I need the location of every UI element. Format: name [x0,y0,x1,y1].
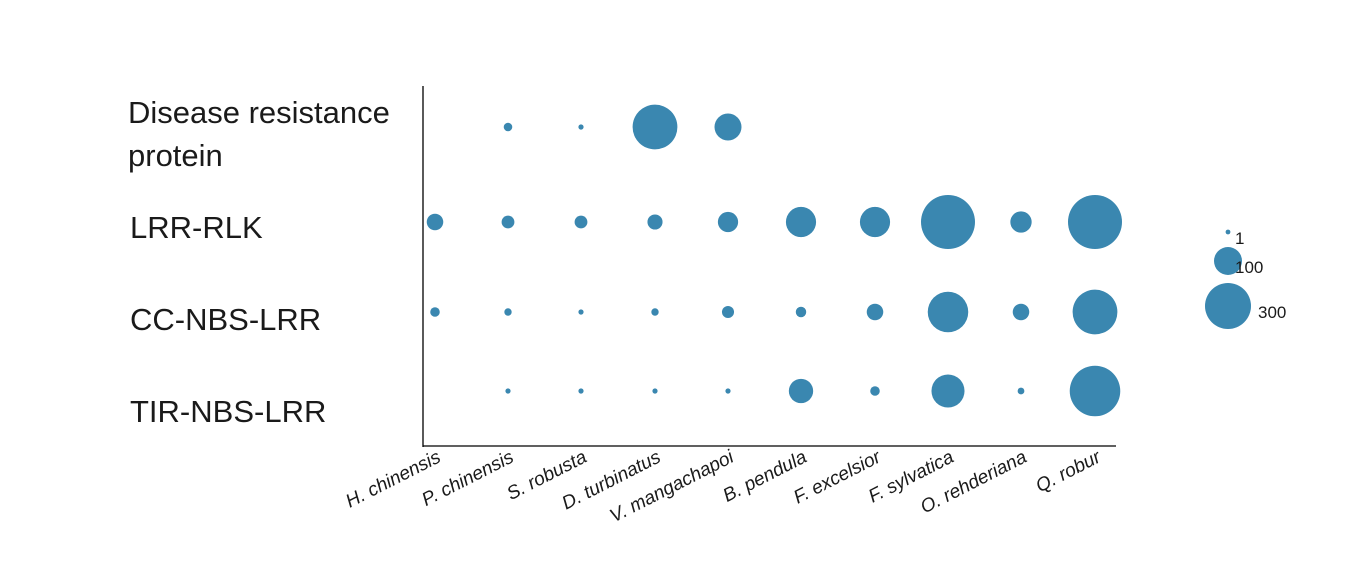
legend-label: 1 [1235,229,1244,248]
bubble-d-turbinatus-row-1 [632,104,678,150]
x-tick-label: Q. robur [1033,446,1105,497]
x-tick-label: V. mangachapoi [607,446,738,527]
bubble-p-chinensis-row-4 [505,388,511,394]
bubble-f-excelsior-row-4 [870,386,880,396]
bubble-v-mangachapoi-row-3 [721,305,735,319]
bubble-o-rehderiana-row-4 [1017,387,1025,395]
bubble-h-chinensis-row-2 [426,213,444,231]
legend-bubble-1 [1225,229,1231,235]
bubble-p-chinensis-row-2 [501,215,515,229]
legend-bubble-300 [1205,283,1251,329]
y-tick-label: Disease resistance [128,95,390,130]
bubble-f-sylvatica-row-4 [931,374,965,408]
bubble-s-robusta-row-3 [578,309,584,315]
bubble-q-robur-row-4 [1069,365,1121,417]
y-tick-label: protein [128,138,223,173]
bubble-b-pendula-row-4 [788,378,814,404]
bubble-p-chinensis-row-1 [503,122,513,132]
bubble-v-mangachapoi-row-2 [717,211,739,233]
legend-label: 300 [1258,303,1286,322]
bubble-b-pendula-row-2 [785,206,817,238]
legend-bubble-100 [1214,247,1242,275]
y-tick-label: CC-NBS-LRR [130,302,321,337]
bubble-f-excelsior-row-3 [866,303,884,321]
bubble-d-turbinatus-row-4 [652,388,658,394]
bubble-f-sylvatica-row-2 [921,195,975,249]
y-tick-label: LRR-RLK [130,210,263,245]
bubble-q-robur-row-2 [1068,195,1122,249]
bubble-b-pendula-row-3 [795,306,807,318]
bubble-p-chinensis-row-3 [504,308,512,316]
bubble-s-robusta-row-1 [578,124,584,130]
bubble-d-turbinatus-row-3 [651,308,659,316]
bubble-s-robusta-row-2 [574,215,588,229]
bubble-q-robur-row-3 [1072,289,1118,335]
bubble-v-mangachapoi-row-4 [725,388,731,394]
bubble-d-turbinatus-row-2 [647,214,663,230]
legend-label: 100 [1235,258,1263,277]
bubble-h-chinensis-row-3 [430,307,440,317]
bubble-f-excelsior-row-2 [859,206,891,238]
bubble-o-rehderiana-row-3 [1012,303,1030,321]
bubble-f-sylvatica-row-3 [927,291,969,333]
bubble-o-rehderiana-row-2 [1010,211,1032,233]
bubble-s-robusta-row-4 [578,388,584,394]
y-tick-label: TIR-NBS-LRR [130,394,326,429]
size-legend: 1 100 300 [1205,229,1286,329]
bubble-v-mangachapoi-row-1 [714,113,742,141]
